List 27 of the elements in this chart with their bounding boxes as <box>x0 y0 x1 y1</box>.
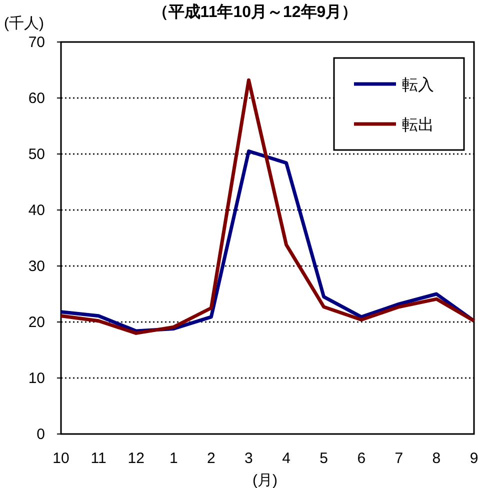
y-tick-label: 70 <box>28 34 45 51</box>
x-tick-label: 2 <box>207 450 216 467</box>
x-tick-label: 9 <box>470 450 478 467</box>
x-tick-label: 10 <box>52 450 70 467</box>
line-series <box>59 78 476 335</box>
y-tick-label: 50 <box>28 146 45 163</box>
x-tick-label: 7 <box>394 450 404 467</box>
y-tick-label: 40 <box>28 202 45 219</box>
x-tick-label: 8 <box>432 450 441 467</box>
y-axis-title: (千人) <box>4 15 44 32</box>
x-tick-label: 3 <box>244 450 253 467</box>
y-tick-label: 30 <box>28 258 45 275</box>
x-tick-label: 11 <box>90 450 106 467</box>
chart-title: （平成11年10月～12年9月） <box>152 3 358 21</box>
x-tick-label: 1 <box>169 450 178 467</box>
x-axis-title: (月) <box>252 472 278 488</box>
y-tick-label: 20 <box>28 314 45 331</box>
legend-label: 転出 <box>402 116 434 134</box>
line-series <box>59 149 476 333</box>
y-tick-label: 0 <box>36 426 45 443</box>
x-tick-label: 5 <box>320 450 328 467</box>
x-tick-label: 4 <box>282 450 290 467</box>
x-tick-label: 12 <box>128 450 144 467</box>
y-tick-label: 10 <box>28 370 45 387</box>
y-tick-label: 60 <box>28 90 45 107</box>
x-tick-label: 6 <box>357 450 366 467</box>
legend-label: 転入 <box>402 76 434 94</box>
